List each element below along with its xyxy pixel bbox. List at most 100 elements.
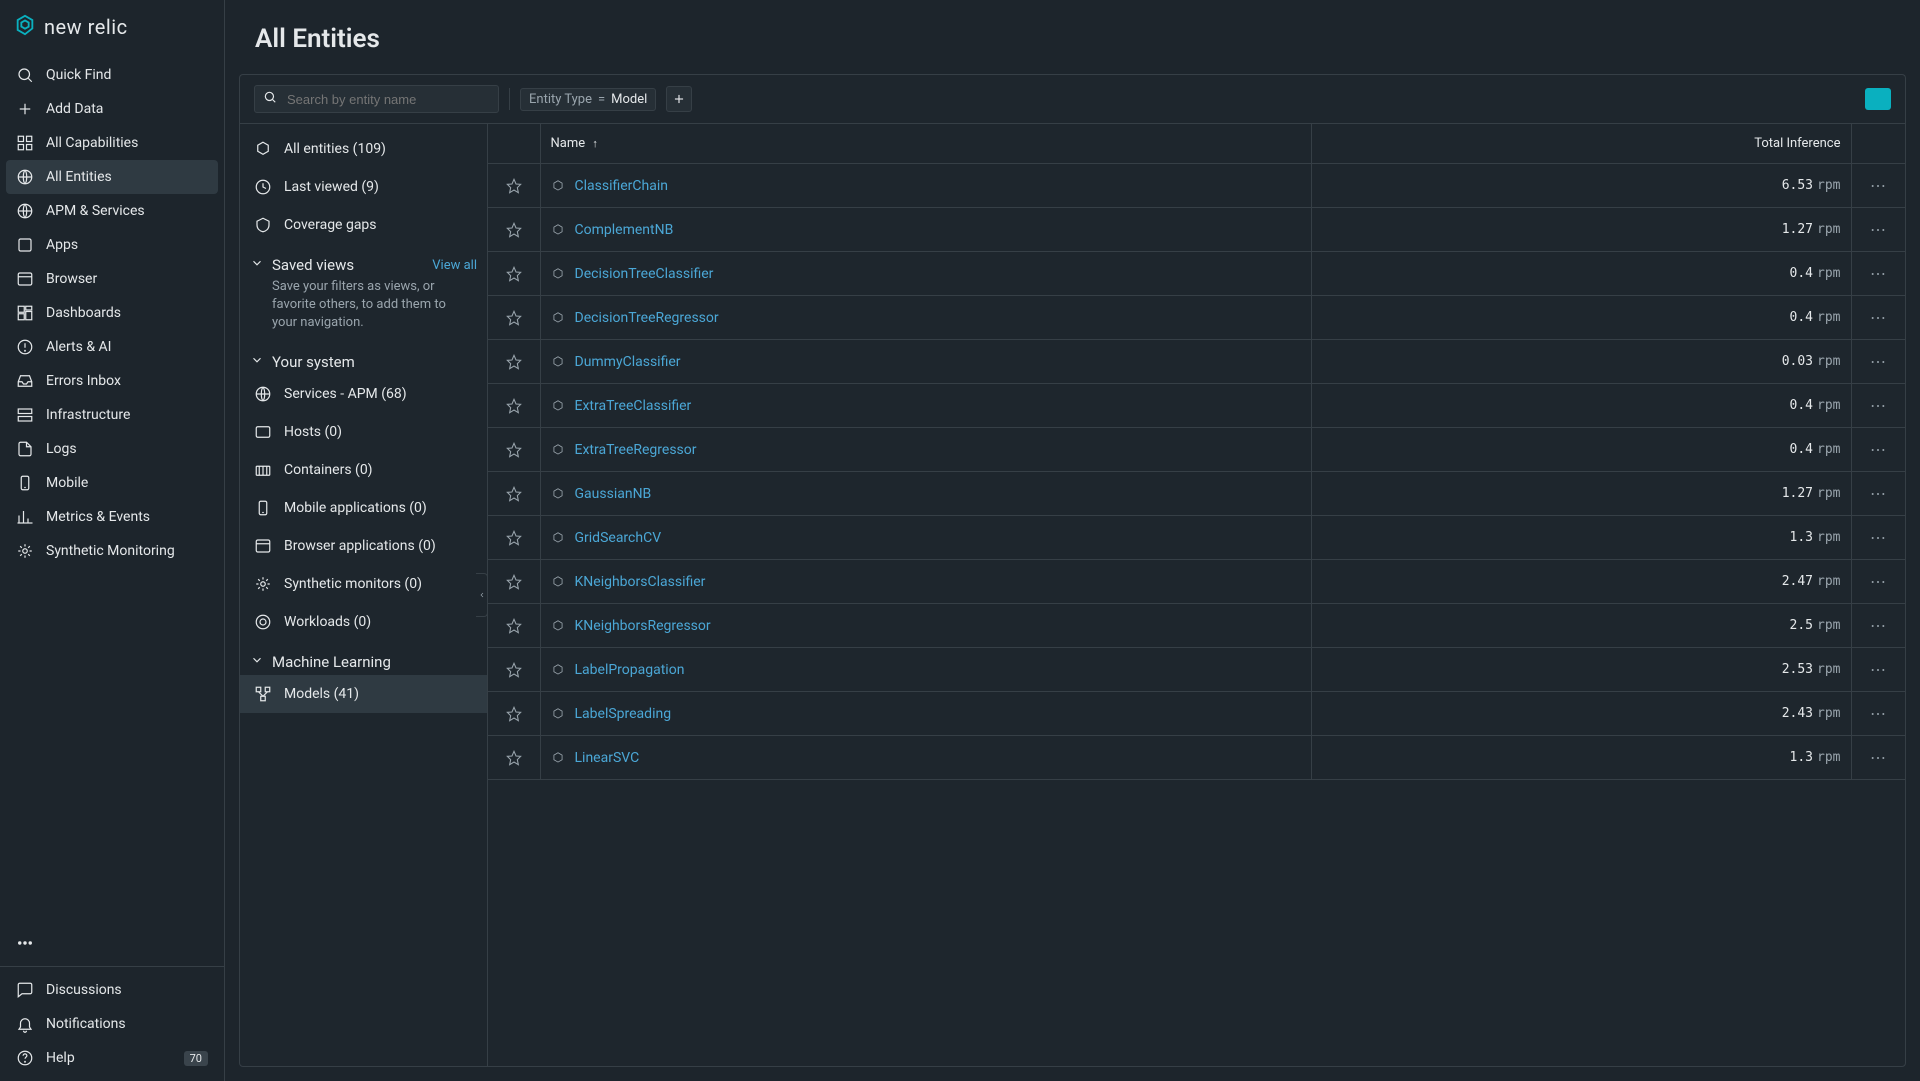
row-actions-button[interactable] <box>1862 536 1896 540</box>
favorite-button[interactable] <box>498 750 530 766</box>
filter-item[interactable]: Workloads (0) <box>240 603 487 641</box>
saved-views-header[interactable]: Saved views View all <box>240 244 487 278</box>
header-action-button[interactable] <box>1865 88 1891 110</box>
row-actions-button[interactable] <box>1862 184 1896 188</box>
favorite-button[interactable] <box>498 574 530 590</box>
row-actions-button[interactable] <box>1862 228 1896 232</box>
collapse-panel-button[interactable] <box>476 573 488 617</box>
favorite-button[interactable] <box>498 398 530 414</box>
entity-link[interactable]: LinearSVC <box>575 750 640 766</box>
sidebar-item-label: All Entities <box>46 169 112 185</box>
filter-item[interactable]: Browser applications (0) <box>240 527 487 565</box>
host-icon <box>254 423 272 441</box>
filter-item-label: Hosts (0) <box>284 424 342 440</box>
search-input[interactable] <box>285 91 490 108</box>
sidebar-item-dashboards[interactable]: Dashboards <box>6 296 218 330</box>
your-system-header[interactable]: Your system <box>240 341 487 375</box>
help-icon <box>16 1049 34 1067</box>
logo: new relic <box>0 0 224 58</box>
row-actions-button[interactable] <box>1862 580 1896 584</box>
sidebar-item-infrastructure[interactable]: Infrastructure <box>6 398 218 432</box>
row-actions-button[interactable] <box>1862 404 1896 408</box>
entity-link[interactable]: DummyClassifier <box>575 354 681 370</box>
filter-item[interactable]: Synthetic monitors (0) <box>240 565 487 603</box>
entity-link[interactable]: DecisionTreeRegressor <box>575 310 719 326</box>
filter-item[interactable]: Last viewed (9) <box>240 168 487 206</box>
favorite-button[interactable] <box>498 706 530 722</box>
sidebar-item-all-entities[interactable]: All Entities <box>6 160 218 194</box>
filter-item[interactable]: Hosts (0) <box>240 413 487 451</box>
entity-link[interactable]: ComplementNB <box>575 222 674 238</box>
filter-item[interactable]: Models (41) <box>240 675 487 713</box>
favorite-button[interactable] <box>498 530 530 546</box>
divider <box>509 88 510 110</box>
favorite-button[interactable] <box>498 486 530 502</box>
sidebar-item-alerts-ai[interactable]: Alerts & AI <box>6 330 218 364</box>
row-actions-button[interactable] <box>1862 316 1896 320</box>
favorite-button[interactable] <box>498 266 530 282</box>
entity-link[interactable]: KNeighborsRegressor <box>575 618 711 634</box>
metric-cell: 0.4rpm <box>1311 296 1851 340</box>
sidebar-more[interactable] <box>6 926 218 960</box>
entity-link[interactable]: ExtraTreeClassifier <box>575 398 692 414</box>
entity-link[interactable]: ClassifierChain <box>575 178 669 194</box>
entity-link[interactable]: GridSearchCV <box>575 530 662 546</box>
metric-cell: 1.3rpm <box>1311 736 1851 780</box>
sidebar-item-apps[interactable]: Apps <box>6 228 218 262</box>
sidebar-item-all-capabilities[interactable]: All Capabilities <box>6 126 218 160</box>
filter-item[interactable]: Mobile applications (0) <box>240 489 487 527</box>
saved-views-view-all[interactable]: View all <box>432 258 477 273</box>
favorite-button[interactable] <box>498 222 530 238</box>
favorite-button[interactable] <box>498 442 530 458</box>
sidebar-item-errors-inbox[interactable]: Errors Inbox <box>6 364 218 398</box>
sidebar-item-label: Synthetic Monitoring <box>46 543 175 559</box>
table-row: KNeighborsRegressor 2.5rpm <box>488 604 1905 648</box>
filter-item[interactable]: Coverage gaps <box>240 206 487 244</box>
entity-link[interactable]: LabelSpreading <box>575 706 672 722</box>
row-actions-button[interactable] <box>1862 272 1896 276</box>
sidebar-item-add-data[interactable]: Add Data <box>6 92 218 126</box>
favorite-button[interactable] <box>498 618 530 634</box>
row-actions-button[interactable] <box>1862 712 1896 716</box>
row-actions-button[interactable] <box>1862 668 1896 672</box>
ml-header[interactable]: Machine Learning <box>240 641 487 675</box>
metric-cell: 1.27rpm <box>1311 472 1851 516</box>
favorite-button[interactable] <box>498 662 530 678</box>
row-actions-button[interactable] <box>1862 448 1896 452</box>
sidebar-item-quick-find[interactable]: Quick Find <box>6 58 218 92</box>
entity-link[interactable]: KNeighborsClassifier <box>575 574 706 590</box>
filter-chip-entity-type[interactable]: Entity Type = Model <box>520 88 656 111</box>
entity-link[interactable]: DecisionTreeClassifier <box>575 266 714 282</box>
chart-icon <box>16 508 34 526</box>
row-actions-button[interactable] <box>1862 624 1896 628</box>
filter-item[interactable]: Containers (0) <box>240 451 487 489</box>
row-actions-button[interactable] <box>1862 492 1896 496</box>
add-filter-button[interactable] <box>666 86 692 112</box>
col-name[interactable]: Name ↑ <box>540 124 1311 164</box>
browser-icon <box>16 270 34 288</box>
filter-item[interactable]: All entities (109) <box>240 130 487 168</box>
row-actions-button[interactable] <box>1862 360 1896 364</box>
sidebar-item-help[interactable]: Help 70 <box>6 1041 218 1075</box>
sidebar-item-notifications[interactable]: Notifications <box>6 1007 218 1041</box>
page-title: All Entities <box>255 24 1890 54</box>
col-metric[interactable]: Total Inference <box>1311 124 1851 164</box>
filter-item[interactable]: Services - APM (68) <box>240 375 487 413</box>
sidebar-item-mobile[interactable]: Mobile <box>6 466 218 500</box>
sidebar-item-browser[interactable]: Browser <box>6 262 218 296</box>
entity-link[interactable]: GaussianNB <box>575 486 652 502</box>
sidebar-item-apm-services[interactable]: APM & Services <box>6 194 218 228</box>
search-box[interactable] <box>254 85 499 113</box>
sidebar-item-synthetic-monitoring[interactable]: Synthetic Monitoring <box>6 534 218 568</box>
sidebar-item-discussions[interactable]: Discussions <box>6 973 218 1007</box>
dash-icon <box>16 304 34 322</box>
entity-link[interactable]: LabelPropagation <box>575 662 685 678</box>
sidebar-item-logs[interactable]: Logs <box>6 432 218 466</box>
metric-cell: 0.4rpm <box>1311 252 1851 296</box>
entity-link[interactable]: ExtraTreeRegressor <box>575 442 697 458</box>
favorite-button[interactable] <box>498 310 530 326</box>
row-actions-button[interactable] <box>1862 756 1896 760</box>
favorite-button[interactable] <box>498 354 530 370</box>
sidebar-item-metrics-events[interactable]: Metrics & Events <box>6 500 218 534</box>
favorite-button[interactable] <box>498 178 530 194</box>
